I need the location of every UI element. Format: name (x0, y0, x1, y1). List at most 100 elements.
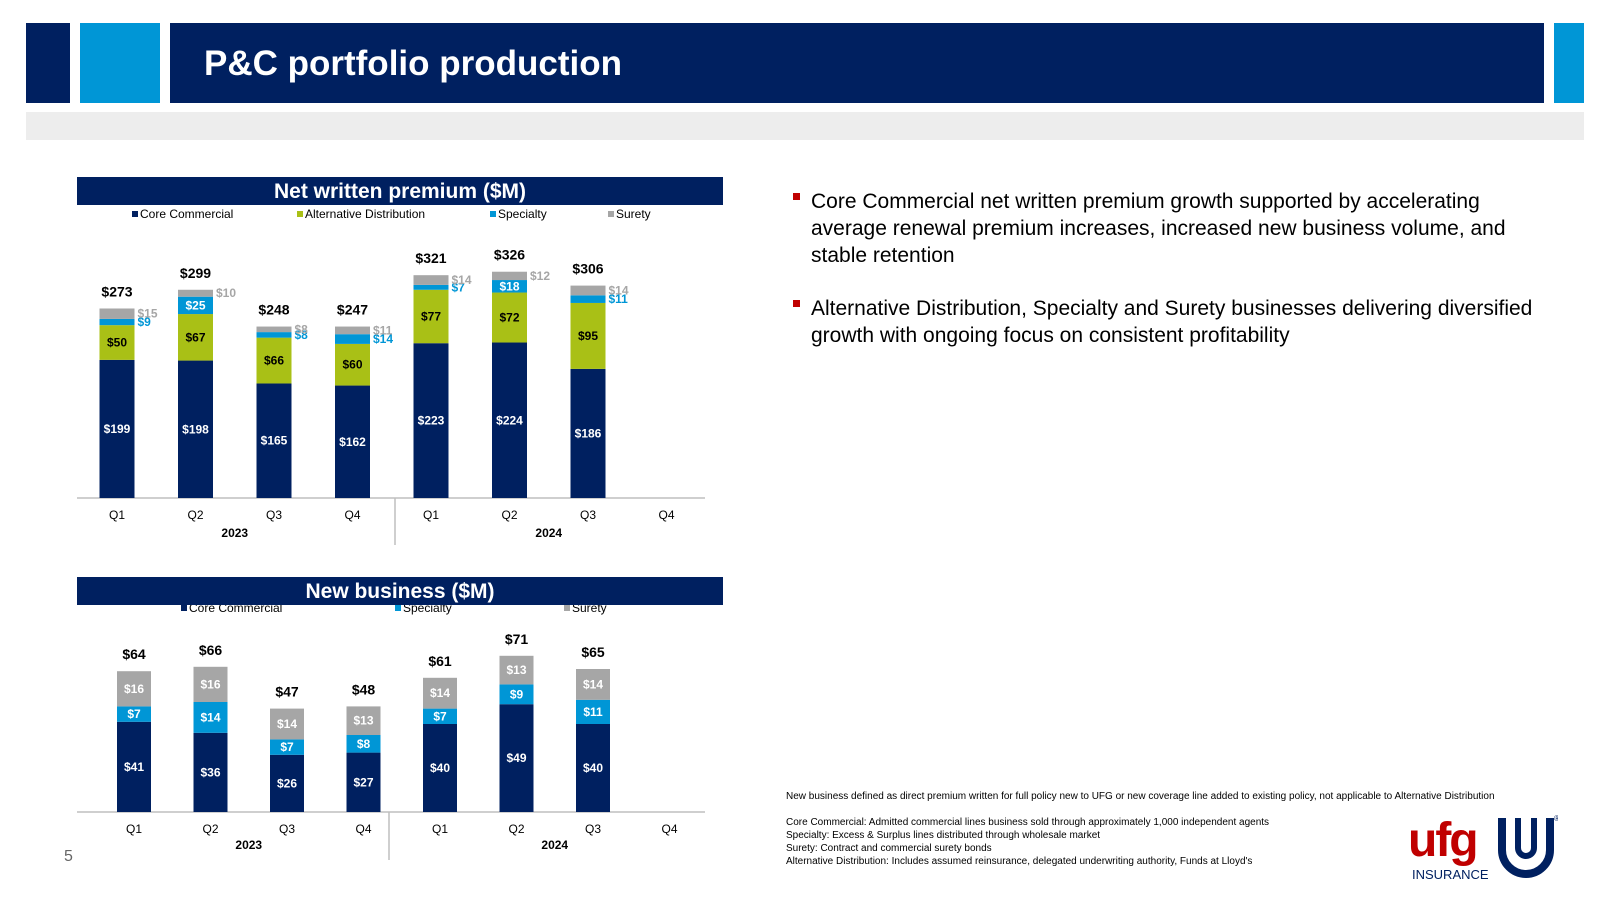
bar-segment (193, 732, 228, 812)
x-tick-label: Q3 (279, 822, 295, 836)
header-right-block (1554, 23, 1584, 103)
x-tick-label: Q2 (508, 822, 524, 836)
data-label: $66 (264, 354, 284, 368)
footnote-specialty: Specialty: Excess & Surplus lines distri… (786, 830, 1101, 841)
bar-segment (346, 706, 381, 735)
footnote-surety: Surety: Contract and commercial surety b… (786, 843, 992, 854)
data-label: $9 (138, 315, 152, 329)
total-label: $48 (352, 681, 376, 697)
page-title: P&C portfolio production (204, 44, 622, 83)
data-label: $26 (277, 776, 297, 790)
legend-item: Surety (564, 605, 607, 615)
x-tick-label: Q3 (585, 822, 601, 836)
data-label: $7 (433, 709, 447, 723)
data-label: $18 (499, 279, 519, 293)
bar-segment (335, 385, 370, 498)
total-label: $299 (180, 265, 211, 281)
footnote-alt: Alternative Distribution: Includes assum… (786, 856, 1253, 867)
bar-segment (193, 702, 228, 733)
year-label: 2023 (235, 838, 262, 852)
bullet-item: Core Commercial net written premium grow… (793, 188, 1553, 269)
data-label: $14 (430, 686, 450, 700)
data-label: $186 (575, 426, 602, 440)
legend-label: Alternative Distribution (305, 207, 425, 221)
total-label: $248 (258, 302, 289, 318)
total-label: $66 (199, 642, 223, 658)
page-number: 5 (64, 848, 73, 865)
logo-emblem-icon (1498, 818, 1554, 878)
bar-segment (99, 325, 135, 360)
data-label: $11 (373, 323, 393, 337)
total-label: $71 (505, 631, 529, 647)
data-label: $41 (124, 760, 144, 774)
nb-chart-title: New business ($M) (77, 577, 723, 605)
data-label: $40 (430, 761, 450, 775)
legend-swatch (490, 211, 496, 217)
footnotes: New business defined as direct premium w… (786, 790, 1495, 868)
bar-segment (570, 285, 606, 296)
bar-segment (499, 655, 534, 685)
total-label: $47 (275, 684, 299, 700)
x-tick-label: Q3 (266, 508, 282, 522)
nwp-chart: Core Commercial Alternative Distribution S… (77, 207, 705, 545)
data-label: $40 (583, 761, 603, 775)
x-tick-label: Q2 (501, 508, 517, 522)
data-label: $11 (583, 705, 603, 719)
legend-swatch (395, 605, 401, 611)
bar-segment (346, 735, 381, 753)
data-label: $16 (124, 682, 144, 696)
legend-swatch (608, 211, 614, 217)
data-label: $95 (578, 329, 598, 343)
data-label: $27 (353, 775, 373, 789)
bar-segment (193, 666, 228, 702)
bar-segment (492, 271, 527, 281)
bar-segment (256, 326, 292, 333)
x-tick-label: Q1 (109, 508, 125, 522)
bar-segment (423, 677, 457, 709)
bar-segment (270, 754, 304, 812)
total-label: $61 (428, 653, 452, 669)
total-label: $273 (101, 284, 132, 300)
bar-segment (335, 326, 370, 335)
bar-segment (346, 752, 381, 812)
data-label: $10 (216, 286, 236, 300)
bar-segment (178, 314, 213, 361)
x-tick-label: Q4 (658, 508, 674, 522)
data-label: $7 (280, 740, 294, 754)
x-tick-label: Q2 (187, 508, 203, 522)
logo-text: ufg (1408, 814, 1477, 867)
bar-segment (256, 332, 292, 338)
bar-segment (99, 359, 135, 498)
bar-segment (335, 334, 370, 344)
legend-label: Surety (572, 605, 607, 615)
x-tick-label: Q2 (202, 822, 218, 836)
nb-chart: Core Commercial Specialty Surety Q1 Q2 Q3 Q4 Q1… (77, 605, 705, 860)
total-label: $326 (494, 247, 525, 263)
legend-item: Core Commercial (132, 207, 233, 221)
bullet-text: Core Commercial net written premium grow… (811, 190, 1506, 267)
bar-segment (492, 280, 527, 293)
bar-segment (99, 308, 135, 319)
legend-item: Core Commercial (181, 605, 282, 615)
bar-segment (576, 699, 610, 724)
x-tick-label: Q1 (432, 822, 448, 836)
header-strip (26, 112, 1584, 140)
data-label: $60 (342, 358, 362, 372)
bar-segment (99, 318, 135, 326)
year-label: 2023 (221, 526, 248, 540)
bar-segment (413, 343, 449, 498)
x-tick-label: Q1 (126, 822, 142, 836)
data-label: $14 (373, 332, 393, 346)
year-label: 2024 (541, 838, 568, 852)
data-label: $199 (104, 422, 131, 436)
bar-segment (413, 275, 449, 285)
bar-segment (413, 284, 449, 290)
data-label: $16 (200, 677, 220, 691)
header-left-block (26, 23, 70, 103)
data-label: $11 (609, 292, 629, 306)
data-label: $72 (499, 311, 519, 325)
ufg-logo: ufg ® INSURANCE (1408, 814, 1558, 882)
data-label: $162 (339, 435, 366, 449)
data-label: $198 (182, 422, 209, 436)
data-label: $165 (261, 434, 288, 448)
